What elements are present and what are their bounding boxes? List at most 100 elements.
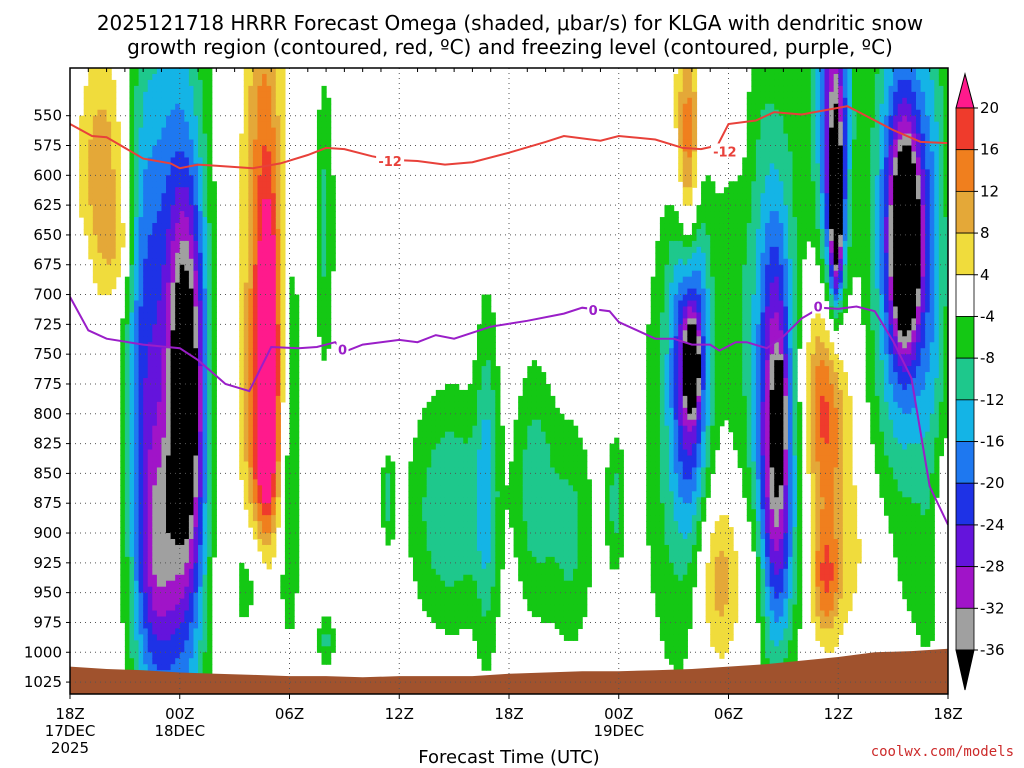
omega-cell: [147, 586, 153, 594]
omega-cell: [243, 157, 249, 164]
omega-cell: [440, 491, 446, 498]
omega-cell: [147, 193, 153, 200]
omega-cell: [175, 85, 181, 93]
omega-cell: [266, 366, 272, 373]
omega-cell: [198, 664, 204, 671]
omega-cell: [417, 592, 423, 600]
omega-cell: [179, 628, 185, 635]
omega-cell: [138, 521, 144, 528]
omega-cell: [266, 425, 272, 433]
omega-cell: [188, 497, 195, 504]
omega-cell: [321, 151, 327, 159]
omega-cell: [550, 544, 556, 552]
omega-cell: [275, 485, 281, 492]
omega-cell: [458, 610, 464, 618]
omega-cell: [476, 479, 483, 486]
omega-cell: [120, 586, 126, 594]
omega-cell: [188, 449, 195, 457]
omega-cell: [239, 372, 245, 379]
omega-cell: [198, 151, 204, 159]
omega-cell: [124, 473, 131, 480]
omega-cell: [568, 521, 574, 528]
omega-cell: [431, 598, 437, 606]
omega-cell: [573, 634, 579, 641]
omega-cell: [385, 497, 391, 504]
omega-cell: [124, 312, 131, 319]
omega-cell: [262, 354, 268, 361]
omega-cell: [422, 604, 428, 612]
omega-cell: [88, 252, 94, 260]
omega-cell: [152, 91, 158, 99]
omega-cell: [92, 121, 99, 129]
omega-cell: [490, 497, 496, 504]
omega-cell: [435, 401, 441, 409]
omega-cell: [266, 294, 272, 302]
omega-cell: [138, 354, 144, 361]
omega-cell: [156, 485, 163, 492]
omega-cell: [161, 181, 167, 188]
omega-cell: [184, 538, 190, 546]
omega-cell: [124, 652, 131, 659]
omega-cell: [321, 640, 327, 647]
omega-cell: [518, 425, 524, 433]
omega-cell: [120, 604, 126, 612]
omega-cell: [239, 360, 245, 367]
omega-cell: [541, 413, 547, 421]
omega-cell: [156, 646, 163, 653]
omega-cell: [582, 533, 588, 540]
omega-cell: [563, 616, 570, 624]
omega-cell: [284, 503, 291, 510]
omega-cell: [152, 473, 158, 480]
omega-cell: [193, 562, 199, 570]
omega-cell: [198, 73, 204, 81]
omega-cell: [156, 515, 163, 522]
omega-cell: [120, 389, 126, 397]
omega-cell: [582, 473, 588, 480]
omega-cell: [198, 217, 204, 224]
omega-cell: [444, 550, 451, 558]
omega-cell: [262, 330, 268, 337]
omega-cell: [495, 437, 501, 445]
omega-cell: [545, 604, 551, 612]
omega-cell: [449, 401, 455, 409]
omega-cell: [568, 485, 574, 492]
omega-cell: [605, 538, 611, 546]
omega-cell: [129, 91, 135, 99]
omega-cell: [152, 622, 158, 630]
omega-cell: [458, 389, 464, 397]
omega-cell: [444, 395, 451, 403]
omega-cell: [161, 443, 167, 451]
omega-cell: [476, 562, 483, 570]
omega-cell: [294, 395, 300, 403]
omega-cell: [184, 97, 190, 105]
omega-cell: [243, 413, 249, 421]
omega-cell: [193, 312, 199, 319]
omega-cell: [129, 640, 135, 647]
omega-cell: [527, 538, 533, 546]
omega-cell: [161, 646, 167, 653]
omega-cell: [106, 97, 112, 105]
omega-cell: [321, 622, 327, 630]
omega-cell: [495, 378, 501, 385]
omega-cell: [198, 538, 204, 546]
omega-cell: [211, 264, 217, 272]
omega-cell: [175, 246, 181, 254]
omega-cell: [280, 592, 286, 600]
omega-cell: [129, 658, 135, 665]
omega-cell: [170, 389, 176, 397]
omega-cell: [262, 300, 268, 308]
omega-cell: [527, 366, 533, 373]
omega-cell: [161, 395, 167, 403]
omega-cell: [463, 455, 469, 463]
omega-cell: [294, 389, 300, 397]
omega-cell: [435, 574, 441, 582]
omega-cell: [252, 467, 259, 475]
omega-cell: [262, 228, 268, 236]
omega-cell: [179, 312, 185, 319]
omega-cell: [435, 503, 441, 510]
omega-cell: [252, 240, 259, 248]
omega-cell: [120, 240, 126, 248]
omega-cell: [412, 550, 419, 558]
omega-cell: [426, 562, 432, 570]
omega-cell: [262, 521, 268, 528]
